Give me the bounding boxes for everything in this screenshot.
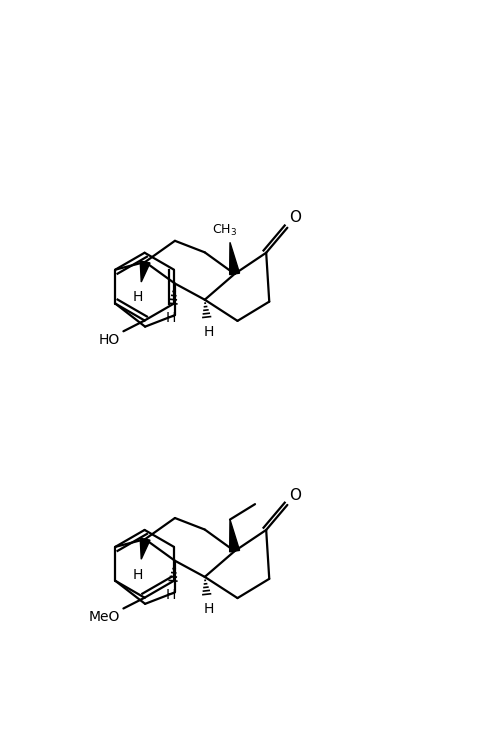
Polygon shape xyxy=(230,243,239,275)
Polygon shape xyxy=(140,261,150,282)
Text: H: H xyxy=(166,312,176,325)
Text: CH$_3$: CH$_3$ xyxy=(212,224,237,238)
Polygon shape xyxy=(230,520,239,552)
Text: MeO: MeO xyxy=(89,611,120,625)
Text: HO: HO xyxy=(99,334,120,347)
Text: H: H xyxy=(133,567,143,582)
Text: H: H xyxy=(204,325,214,339)
Text: O: O xyxy=(289,487,301,503)
Polygon shape xyxy=(140,538,150,559)
Text: H: H xyxy=(133,290,143,304)
Text: O: O xyxy=(289,210,301,226)
Text: H: H xyxy=(204,602,214,616)
Text: H: H xyxy=(166,589,176,603)
